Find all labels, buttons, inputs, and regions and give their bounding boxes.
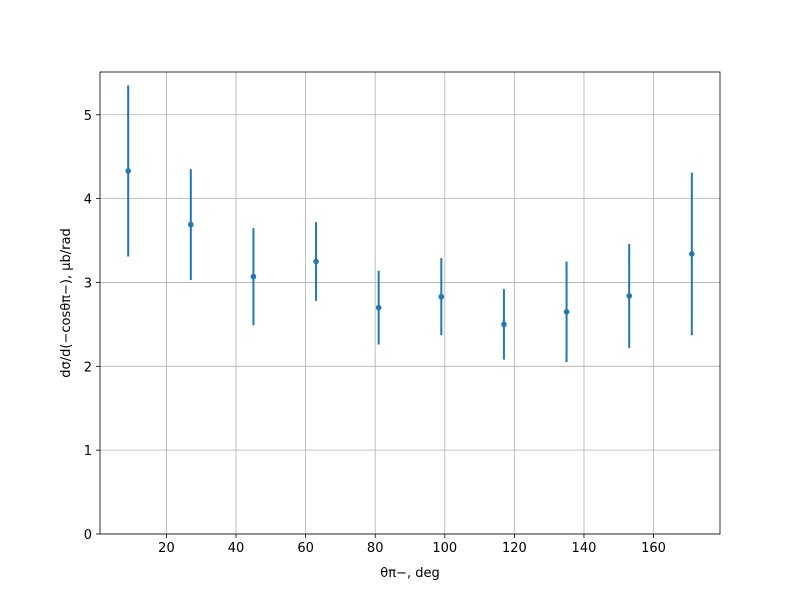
data-point <box>125 168 131 174</box>
plot-frame <box>99 71 721 535</box>
y-tick-label: 1 <box>84 444 92 459</box>
y-tick-label: 0 <box>84 528 92 543</box>
data-point <box>626 293 632 299</box>
x-tick-label: 140 <box>572 541 597 556</box>
data-point <box>501 321 507 328</box>
x-tick-label: 80 <box>367 541 384 556</box>
x-tick-label: 100 <box>432 541 457 556</box>
y-tick-label: 3 <box>84 276 92 291</box>
x-tick-label: 60 <box>297 541 314 556</box>
y-tick-label: 4 <box>84 193 92 208</box>
y-axis-label: dσ/d(−cosθπ−), μb/rad <box>59 228 74 377</box>
x-tick-label: 40 <box>228 541 245 556</box>
data-point <box>250 273 257 280</box>
x-tick-label: 120 <box>502 541 527 556</box>
data-point <box>375 304 382 311</box>
y-tick-label: 2 <box>84 360 92 375</box>
data-point <box>188 221 194 228</box>
y-tick-label: 5 <box>84 109 92 124</box>
x-tick-label: 20 <box>158 541 175 556</box>
data-point <box>563 309 570 315</box>
data-point <box>313 258 319 265</box>
x-tick-label: 160 <box>641 541 666 556</box>
data-point <box>689 251 695 257</box>
x-axis-label: θπ−, deg <box>380 566 439 581</box>
data-point <box>438 293 445 300</box>
